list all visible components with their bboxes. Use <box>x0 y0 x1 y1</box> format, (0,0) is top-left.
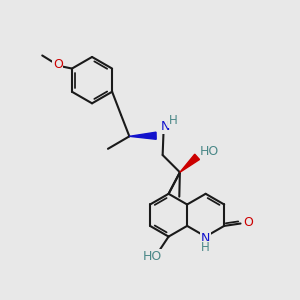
Text: HO: HO <box>143 250 163 263</box>
Text: H: H <box>169 114 178 128</box>
Text: HO: HO <box>200 145 219 158</box>
Text: N: N <box>160 120 170 133</box>
Polygon shape <box>129 132 156 139</box>
Text: N: N <box>201 232 210 244</box>
Polygon shape <box>180 154 200 172</box>
Text: O: O <box>243 215 253 229</box>
Text: O: O <box>53 58 63 71</box>
Text: H: H <box>201 242 210 254</box>
